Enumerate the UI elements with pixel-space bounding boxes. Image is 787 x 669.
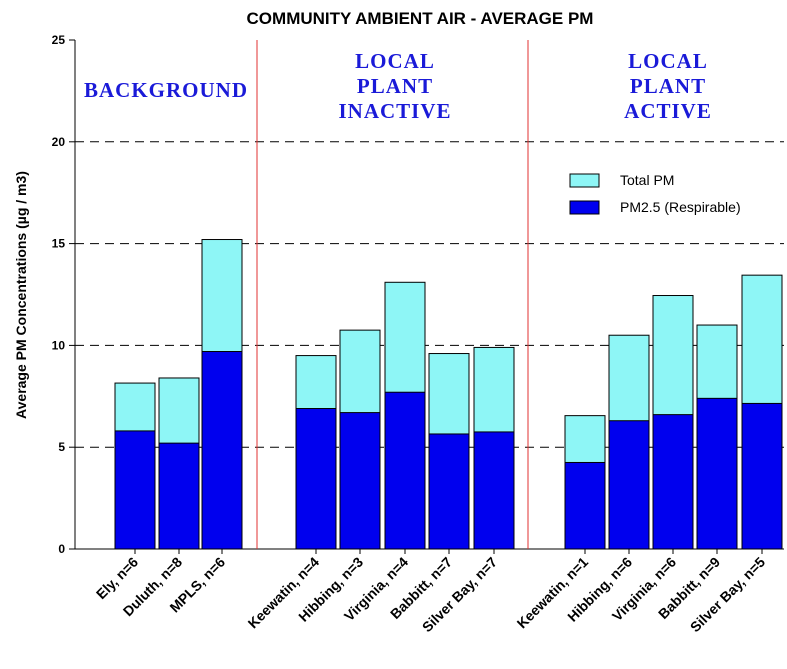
y-axis-label: Average PM Concentrations (µg / m3) bbox=[13, 171, 29, 419]
bar bbox=[158, 442, 200, 550]
bar bbox=[384, 391, 426, 550]
chart-title: COMMUNITY AMBIENT AIR - AVERAGE PM bbox=[247, 9, 594, 28]
y-tick-label: 10 bbox=[52, 338, 66, 352]
y-tick-label: 25 bbox=[52, 33, 66, 47]
legend-swatch bbox=[569, 173, 600, 188]
bar bbox=[114, 430, 156, 550]
bar bbox=[295, 408, 337, 550]
y-tick-label: 15 bbox=[52, 237, 66, 251]
bar bbox=[696, 397, 738, 550]
group-label: INACTIVE bbox=[338, 99, 451, 123]
bar bbox=[564, 461, 606, 550]
legend-label: Total PM bbox=[620, 172, 674, 188]
group-label: LOCAL bbox=[628, 49, 708, 73]
group-label: PLANT bbox=[630, 74, 706, 98]
y-tick-label: 0 bbox=[58, 542, 65, 556]
bar bbox=[339, 412, 381, 550]
bar bbox=[473, 431, 515, 550]
group-label: PLANT bbox=[357, 74, 433, 98]
legend-swatch bbox=[569, 200, 600, 215]
bar bbox=[652, 414, 694, 550]
bar bbox=[428, 433, 470, 550]
group-label: LOCAL bbox=[355, 49, 435, 73]
legend-label: PM2.5 (Respirable) bbox=[620, 199, 741, 215]
group-label: BACKGROUND bbox=[84, 78, 248, 102]
y-tick-label: 20 bbox=[52, 135, 66, 149]
bar bbox=[741, 402, 783, 550]
group-label: ACTIVE bbox=[624, 99, 712, 123]
bar bbox=[201, 351, 243, 550]
y-tick-label: 5 bbox=[58, 440, 65, 454]
bar bbox=[608, 420, 650, 550]
